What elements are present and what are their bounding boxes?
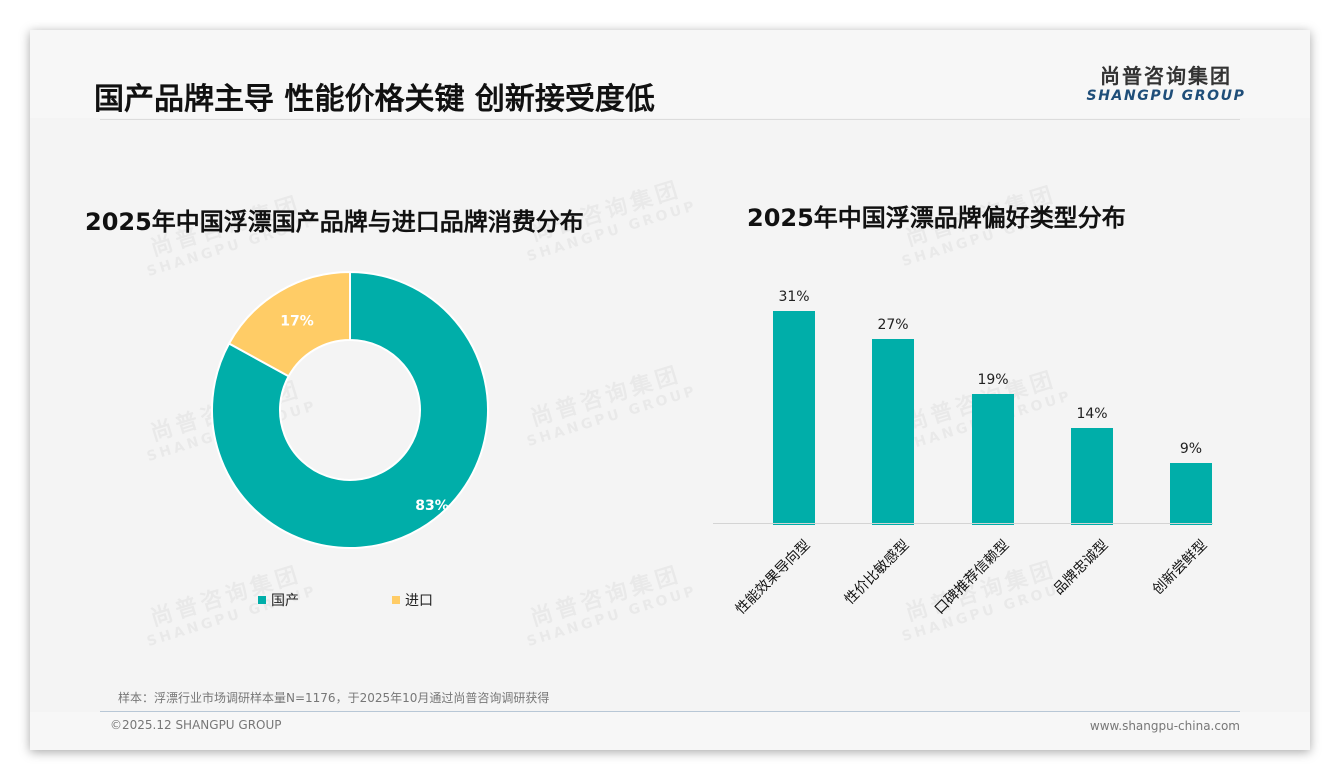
x-axis-label: 品牌忠诚型 [1050,537,1112,598]
bar-column: 31% [773,281,815,525]
x-axis-label: 性价比敏感型 [841,537,913,608]
bar-chart: 31% 27% 19% 14% 9% [713,280,1213,525]
company-logo: 尚普咨询集团 SHANGPU GROUP [1086,64,1246,104]
logo-cn: 尚普咨询集团 [1100,64,1232,88]
legend-swatch-domestic [258,596,266,604]
x-axis-label: 创新尝鲜型 [1149,537,1211,598]
slice-label-domestic: 83% [415,498,449,514]
bar-column: 19% [972,364,1014,525]
bar [1071,428,1113,525]
bar [773,311,815,525]
header-band [30,30,1310,118]
x-axis-label: 性能效果导向型 [732,537,814,618]
donut-slices [211,270,489,549]
bar [972,393,1014,525]
bar-value-label: 27% [877,316,909,333]
website-link[interactable]: www.shangpu-china.com [1089,719,1240,733]
footer-band [30,712,1310,750]
x-axis-label: 口碑推荐信赖型 [931,537,1013,618]
bar-value-label: 9% [1179,440,1203,457]
bar-value-label: 19% [977,371,1009,388]
bar-chart-title: 2025年中国浮漂品牌偏好类型分布 [747,204,1126,232]
donut-chart: 83% 17% [211,270,489,549]
legend-item-domestic: 国产 [258,590,299,610]
donut-chart-title: 2025年中国浮漂国产品牌与进口品牌消费分布 [85,208,584,236]
page-title: 国产品牌主导 性能价格关键 创新接受度低 [94,82,655,117]
bar-column: 14% [1071,398,1113,525]
footer-divider [100,711,1240,712]
title-divider [100,119,1240,120]
bar [872,338,914,525]
bar-column: 9% [1170,433,1212,525]
slice-label-imported: 17% [280,313,314,329]
legend-swatch-imported [392,596,400,604]
legend-label-imported: 进口 [405,593,433,609]
donut-slice [211,270,489,549]
copyright: ©2025.12 SHANGPU GROUP [110,718,282,732]
bar [1170,462,1212,525]
bar-value-label: 14% [1076,406,1108,423]
legend-item-imported: 进口 [392,590,433,610]
logo-en: SHANGPU GROUP [1086,88,1246,104]
legend-label-domestic: 国产 [271,593,299,609]
bar-column: 27% [872,309,914,525]
sample-note: 样本：浮漂行业市场调研样本量N=1176，于2025年10月通过尚普咨询调研获得 [118,691,550,705]
bar-value-label: 31% [778,289,810,305]
x-axis-line [713,523,1213,524]
donut-slice [227,270,351,378]
